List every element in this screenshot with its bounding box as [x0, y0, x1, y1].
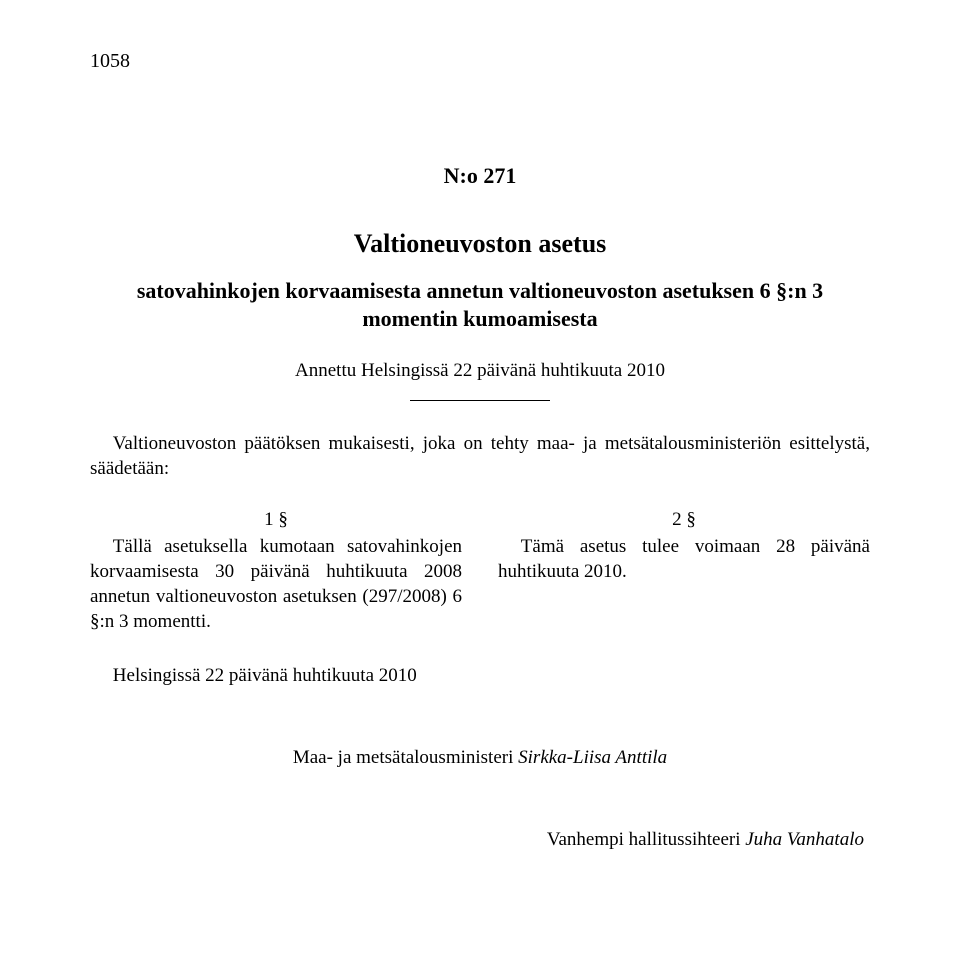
document-number: N:o 271 [90, 163, 870, 189]
signer-line: Maa- ja metsätalousministeri Sirkka-Liis… [90, 747, 870, 769]
document-title: Valtioneuvoston asetus [90, 229, 870, 259]
column-left: 1 § Tällä asetuksella kumotaan satovahin… [90, 507, 462, 634]
page-number: 1058 [90, 50, 870, 73]
place-date-line: Helsingissä 22 päivänä huhtikuuta 2010 [90, 665, 870, 687]
section-2-body: Tämä asetus tulee voimaan 28 päivänä huh… [498, 534, 870, 584]
issued-line: Annettu Helsingissä 22 päivänä huhtikuut… [90, 360, 870, 382]
secretary-name: Juha Vanhatalo [745, 829, 864, 850]
column-right: 2 § Tämä asetus tulee voimaan 28 päivänä… [498, 507, 870, 634]
document-subtitle: satovahinkojen korvaamisesta annetun val… [120, 277, 840, 332]
secretary-role: Vanhempi hallitussihteeri [547, 829, 745, 850]
secretary-line: Vanhempi hallitussihteeri Juha Vanhatalo [90, 829, 870, 851]
preamble-text: Valtioneuvoston päätöksen mukaisesti, jo… [90, 431, 870, 481]
divider-rule [410, 400, 550, 401]
document-page: 1058 N:o 271 Valtioneuvoston asetus sato… [0, 0, 960, 977]
section-1-body: Tällä asetuksella kumotaan satovahinkoje… [90, 534, 462, 634]
signer-role: Maa- ja metsätalousministeri [293, 747, 518, 768]
two-column-body: 1 § Tällä asetuksella kumotaan satovahin… [90, 507, 870, 634]
section-1-number: 1 § [90, 507, 462, 532]
section-2-number: 2 § [498, 507, 870, 532]
signer-name: Sirkka-Liisa Anttila [518, 747, 667, 768]
